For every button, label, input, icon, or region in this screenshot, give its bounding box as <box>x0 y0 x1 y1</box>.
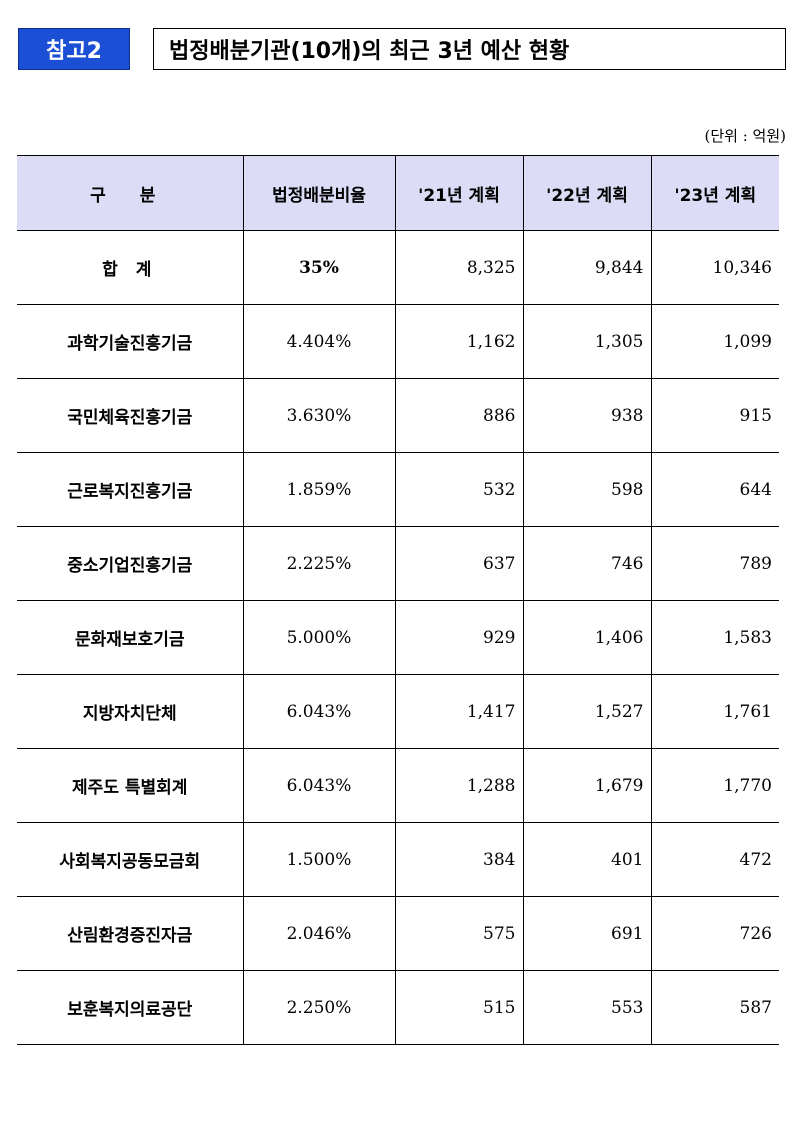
column-header-2021: '21년 계획 <box>394 155 524 231</box>
table-row: 사회복지공동모금회 1.500% 384 401 472 <box>17 822 779 897</box>
row-2021: 1,288 <box>394 748 524 823</box>
row-2023: 472 <box>650 822 779 897</box>
row-2023: 1,761 <box>650 674 779 749</box>
table-row: 과학기술진흥기금 4.404% 1,162 1,305 1,099 <box>17 304 779 379</box>
row-name: 사회복지공동모금회 <box>17 822 244 897</box>
row-rate: 1.859% <box>242 452 396 527</box>
document-title-text: 법정배분기관(10개)의 최근 3년 예산 현황 <box>169 39 570 64</box>
row-2022: 598 <box>522 452 652 527</box>
row-2022: 1,406 <box>522 600 652 675</box>
row-name: 중소기업진흥기금 <box>17 526 244 601</box>
table-row: 지방자치단체 6.043% 1,417 1,527 1,761 <box>17 674 779 749</box>
row-2022: 938 <box>522 378 652 453</box>
table-row: 근로복지진흥기금 1.859% 532 598 644 <box>17 452 779 527</box>
row-rate: 4.404% <box>242 304 396 379</box>
row-2023: 10,346 <box>650 230 779 305</box>
document-title: 법정배분기관(10개)의 최근 3년 예산 현황 <box>153 28 786 70</box>
table-row: 산림환경증진자금 2.046% 575 691 726 <box>17 896 779 971</box>
row-2021: 929 <box>394 600 524 675</box>
table-header-row: 구 분 법정배분비율 '21년 계획 '22년 계획 '23년 계획 <box>17 155 779 231</box>
reference-badge: 참고2 <box>18 28 130 70</box>
row-name: 합 계 <box>17 230 244 305</box>
row-name: 보훈복지의료공단 <box>17 970 244 1045</box>
row-2021: 1,417 <box>394 674 524 749</box>
row-2021: 515 <box>394 970 524 1045</box>
row-name: 제주도 특별회계 <box>17 748 244 823</box>
row-rate: 6.043% <box>242 748 396 823</box>
column-header-category: 구 분 <box>17 155 244 231</box>
row-2021: 8,325 <box>394 230 524 305</box>
table-row: 문화재보호기금 5.000% 929 1,406 1,583 <box>17 600 779 675</box>
row-2022: 691 <box>522 896 652 971</box>
row-name: 산림환경증진자금 <box>17 896 244 971</box>
unit-label: (단위 : 억원) <box>704 127 787 145</box>
row-2021: 886 <box>394 378 524 453</box>
row-rate: 2.225% <box>242 526 396 601</box>
row-2023: 587 <box>650 970 779 1045</box>
row-2023: 1,099 <box>650 304 779 379</box>
row-name: 지방자치단체 <box>17 674 244 749</box>
table-row: 제주도 특별회계 6.043% 1,288 1,679 1,770 <box>17 748 779 823</box>
table-row: 국민체육진흥기금 3.630% 886 938 915 <box>17 378 779 453</box>
table-row: 보훈복지의료공단 2.250% 515 553 587 <box>17 970 779 1045</box>
row-rate: 2.046% <box>242 896 396 971</box>
row-name: 근로복지진흥기금 <box>17 452 244 527</box>
row-2021: 575 <box>394 896 524 971</box>
row-2023: 789 <box>650 526 779 601</box>
row-2022: 1,679 <box>522 748 652 823</box>
row-2023: 726 <box>650 896 779 971</box>
row-2022: 1,305 <box>522 304 652 379</box>
row-2022: 9,844 <box>522 230 652 305</box>
row-2021: 532 <box>394 452 524 527</box>
row-2022: 746 <box>522 526 652 601</box>
row-2021: 1,162 <box>394 304 524 379</box>
row-2021: 384 <box>394 822 524 897</box>
column-header-rate: 법정배분비율 <box>242 155 396 231</box>
row-2021: 637 <box>394 526 524 601</box>
row-rate: 1.500% <box>242 822 396 897</box>
row-rate: 3.630% <box>242 378 396 453</box>
row-2022: 553 <box>522 970 652 1045</box>
row-2023: 1,770 <box>650 748 779 823</box>
column-header-2023: '23년 계획 <box>650 155 779 231</box>
row-rate: 5.000% <box>242 600 396 675</box>
table-row: 중소기업진흥기금 2.225% 637 746 789 <box>17 526 779 601</box>
row-name: 문화재보호기금 <box>17 600 244 675</box>
row-2022: 1,527 <box>522 674 652 749</box>
row-2023: 915 <box>650 378 779 453</box>
budget-table: 구 분 법정배분비율 '21년 계획 '22년 계획 '23년 계획 합 계 3… <box>17 155 779 1045</box>
table-row-total: 합 계 35% 8,325 9,844 10,346 <box>17 230 779 305</box>
row-2022: 401 <box>522 822 652 897</box>
row-2023: 644 <box>650 452 779 527</box>
row-name: 국민체육진흥기금 <box>17 378 244 453</box>
row-rate: 2.250% <box>242 970 396 1045</box>
row-2023: 1,583 <box>650 600 779 675</box>
row-rate: 6.043% <box>242 674 396 749</box>
row-name: 과학기술진흥기금 <box>17 304 244 379</box>
row-rate: 35% <box>242 230 396 305</box>
column-header-2022: '22년 계획 <box>522 155 652 231</box>
